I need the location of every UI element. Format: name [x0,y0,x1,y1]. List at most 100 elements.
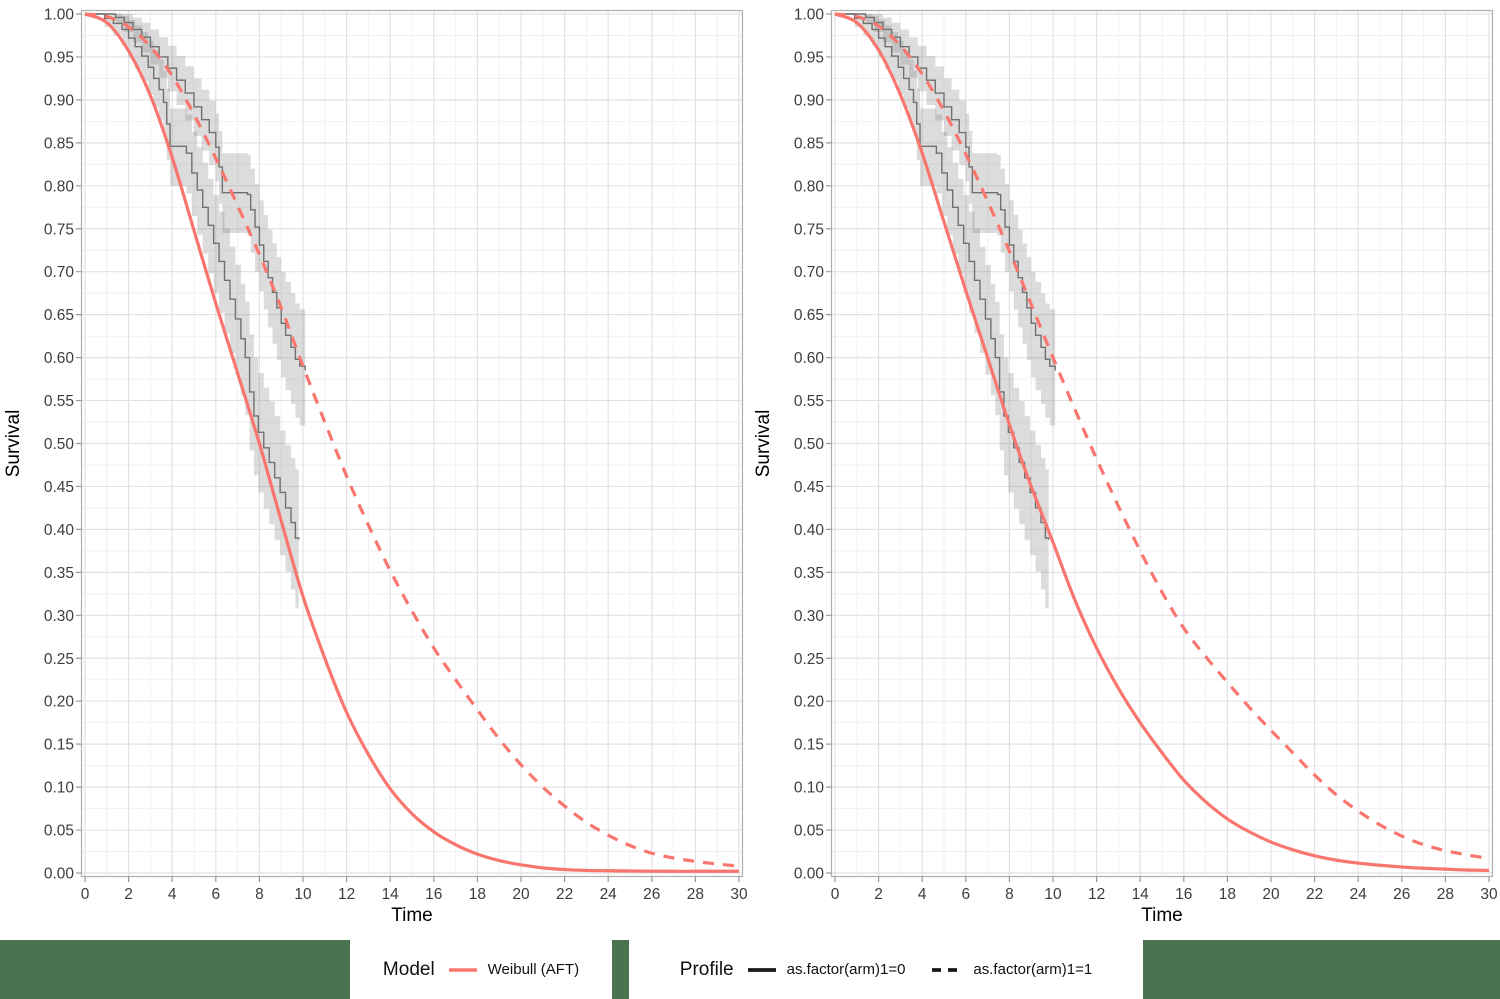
x-tick-label: 6 [961,886,970,903]
y-tick-label: 0.20 [44,694,75,711]
x-tick-label: 12 [1088,886,1105,903]
x-tick-label: 0 [831,886,840,903]
survival-panel-left: 0 2 4 6 8 10 12 14 16 18 20 22 24 26 28 30 0.00 0.05 0.10 0… [0,0,750,927]
panel-grid-major [831,10,1493,877]
y-tick-label: 0.30 [794,608,825,625]
y-tick-label: 0.60 [794,350,825,367]
profile-dashed-line-key-icon [932,967,963,972]
x-tick-label: 2 [874,886,883,903]
y-tick-label: 0.45 [44,479,74,496]
y-tick-label: 0.75 [44,221,74,238]
legend-profile-item-label-arm0: as.factor(arm)1=0 [786,961,906,978]
y-tick-label: 0.40 [794,522,825,539]
y-tick-label: 1.00 [794,7,825,24]
x-tick-label: 8 [1005,886,1014,903]
x-tick-label: 14 [1132,886,1150,903]
weibull-solid-curve [84,12,739,873]
panel-right-svg: 0 2 4 6 8 10 12 14 16 18 20 22 24 26 28 300.000.050.100… [753,7,1498,927]
x-tick-label: 20 [1262,886,1280,903]
x-tick-label: 18 [469,886,486,903]
y-tick-label: 0.10 [44,780,75,797]
panel-left-svg: 0 2 4 6 8 10 12 14 16 18 20 22 24 26 28 300.000.050.100… [3,7,748,927]
y-axis-title: Survival [753,410,774,478]
y-axis-title: Survival [3,410,24,478]
y-tick-label: 0.90 [794,92,825,109]
legend-model-title: Model [382,958,435,980]
x-tick-label: 14 [382,886,400,903]
legend-profile-title: Profile [679,958,734,980]
x-tick-label: 26 [643,886,660,903]
x-axis-tick-labels: 0 2 4 6 8 10 12 14 16 18 20 22 24 26 28 30 [831,886,1498,903]
km-step-curve-arm1 [85,13,306,371]
x-axis-tick-labels: 0 2 4 6 8 10 12 14 16 18 20 22 24 26 28 30 [81,886,748,903]
axis-tick-marks [76,13,740,882]
x-tick-label: 12 [338,886,355,903]
x-tick-label: 4 [918,886,927,903]
y-tick-label: 0.00 [44,866,75,883]
x-tick-label: 6 [211,886,220,903]
x-tick-label: 20 [512,886,530,903]
y-tick-label: 0.70 [44,264,75,281]
y-tick-label: 0.35 [794,565,824,582]
km-step-curve-arm0 [85,13,300,540]
legend-profile-item-label-arm1: as.factor(arm)1=1 [973,961,1093,978]
x-tick-label: 10 [294,886,312,903]
y-tick-label: 0.45 [794,479,824,496]
weibull-dashed-curve [834,12,1490,860]
x-tick-label: 22 [556,886,573,903]
y-axis-tick-labels: 0.00 0.05 0.10 0.15 0.20 0.25 0.30 0.35 0.40 0.45… [794,7,825,883]
x-tick-label: 24 [600,886,618,903]
y-tick-label: 0.15 [794,737,824,754]
x-axis-title: Time [1141,905,1183,925]
y-tick-label: 0.30 [44,608,75,625]
y-tick-label: 0.55 [794,393,824,410]
y-tick-label: 0.00 [794,866,825,883]
y-tick-label: 0.25 [794,651,824,668]
x-tick-label: 4 [168,886,177,903]
legend-profile: Profile as.factor(arm)1=0 as.factor(arm)… [629,940,1143,999]
decoration-green-block-left [0,940,350,999]
axis-tick-marks [826,13,1490,882]
x-axis-title: Time [391,905,433,925]
model-solid-line-key-icon [448,967,477,972]
y-tick-label: 0.65 [44,307,74,324]
y-tick-label: 0.75 [794,221,824,238]
legend-strip: Model Weibull (AFT) Profile as.factor(ar… [0,925,1500,999]
survival-panel-right: 0 2 4 6 8 10 12 14 16 18 20 22 24 26 28 30 0.00 0.05 0.10 0… [750,0,1500,927]
x-tick-label: 8 [255,886,264,903]
x-tick-label: 30 [1480,886,1498,903]
y-tick-label: 0.80 [794,178,825,195]
x-tick-label: 30 [730,886,748,903]
x-tick-label: 24 [1350,886,1368,903]
x-tick-label: 10 [1044,886,1062,903]
weibull-solid-curve [834,12,1490,873]
y-tick-label: 0.25 [44,651,74,668]
legend-model: Model Weibull (AFT) [350,940,612,999]
x-tick-label: 0 [81,886,90,903]
profile-solid-line-key-icon [747,967,776,972]
y-tick-label: 0.65 [794,307,824,324]
y-tick-label: 0.90 [44,92,75,109]
y-tick-label: 0.70 [794,264,825,281]
decoration-green-block-middle [612,940,629,999]
km-ci-ribbon-arm0 [85,14,299,612]
legend-model-item-label: Weibull (AFT) [487,961,580,978]
x-tick-label: 28 [687,886,704,903]
km-step-curve-arm1 [835,13,1056,371]
y-tick-label: 0.05 [44,823,74,840]
x-tick-label: 2 [124,886,133,903]
y-tick-label: 0.50 [44,436,75,453]
x-tick-label: 16 [425,886,442,903]
x-tick-label: 28 [1437,886,1454,903]
y-tick-label: 0.85 [794,135,824,152]
weibull-dashed-curve [84,12,740,868]
y-tick-label: 0.10 [794,780,825,797]
y-tick-label: 0.50 [794,436,825,453]
y-tick-label: 0.95 [44,49,74,66]
x-tick-label: 22 [1306,886,1323,903]
y-tick-label: 0.20 [794,694,825,711]
y-tick-label: 0.35 [44,565,74,582]
km-ci-ribbon-arm1 [85,14,306,431]
y-tick-label: 1.00 [44,7,75,24]
